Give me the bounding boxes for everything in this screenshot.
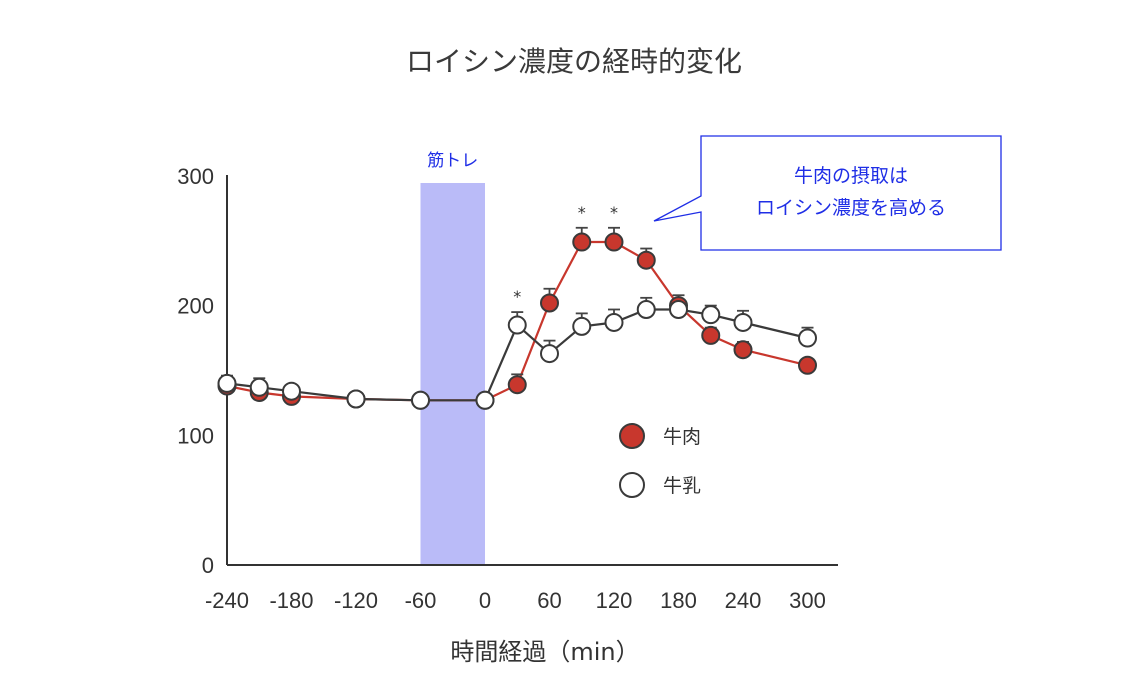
significance-marker: * <box>610 203 618 222</box>
data-point <box>669 299 688 319</box>
legend-marker <box>619 472 645 498</box>
data-point <box>701 305 721 325</box>
data-point <box>604 232 624 252</box>
x-tick-label: -60 <box>405 588 437 613</box>
data-point <box>475 390 495 410</box>
y-tick-label: 200 <box>177 294 214 319</box>
data-point <box>217 373 237 393</box>
data-point <box>282 381 301 401</box>
data-point <box>411 390 430 410</box>
x-tick-label: 120 <box>596 588 633 613</box>
data-point <box>540 344 559 364</box>
data-point <box>604 312 624 332</box>
x-tick-label: -180 <box>269 588 313 613</box>
chart-title: ロイシン濃度の経時的変化 <box>405 45 742 78</box>
x-tick-label: 60 <box>537 588 561 613</box>
data-point <box>798 355 817 375</box>
shaded-region: 筋トレ <box>420 151 485 565</box>
data-point <box>636 299 656 319</box>
significance-marker: * <box>513 287 521 306</box>
data-point <box>733 312 753 332</box>
x-tick-label: 180 <box>660 588 697 613</box>
training-band <box>420 183 485 565</box>
data-point <box>733 340 753 360</box>
data-point <box>572 232 592 252</box>
callout-text-line: ロイシン濃度を高める <box>756 197 946 219</box>
tick-labels: -240 -180 -120 -60 0 60 120 180 240 300 0 100 200 300 <box>177 164 826 613</box>
data-point <box>507 315 527 335</box>
x-tick-label: -240 <box>205 588 249 613</box>
x-tick-label: -120 <box>334 588 378 613</box>
legend-label: 牛肉 <box>663 426 701 448</box>
legend-label: 牛乳 <box>663 475 701 497</box>
y-tick-label: 0 <box>202 553 214 578</box>
x-tick-label: 300 <box>789 588 826 613</box>
legend-marker <box>619 423 645 449</box>
data-point <box>507 375 527 395</box>
series-layer: * * * <box>217 203 817 410</box>
training-band-label: 筋トレ <box>427 151 478 171</box>
callout-box <box>653 135 1002 251</box>
callout-text-line: 牛肉の摂取は <box>794 165 908 187</box>
data-point <box>701 325 721 345</box>
data-point <box>798 328 817 348</box>
x-tick-label: 240 <box>725 588 762 613</box>
series-milk: * <box>217 287 817 410</box>
y-tick-label: 100 <box>177 423 214 448</box>
significance-marker: * <box>578 203 586 222</box>
data-point <box>346 389 366 409</box>
x-tick-label: 0 <box>479 588 491 613</box>
y-tick-label: 300 <box>177 164 214 189</box>
data-point <box>636 250 656 270</box>
data-point <box>540 293 559 313</box>
data-point <box>249 377 269 397</box>
data-point <box>572 316 592 336</box>
axes <box>226 175 838 566</box>
x-axis-label: 時間経過（min） <box>450 638 639 666</box>
